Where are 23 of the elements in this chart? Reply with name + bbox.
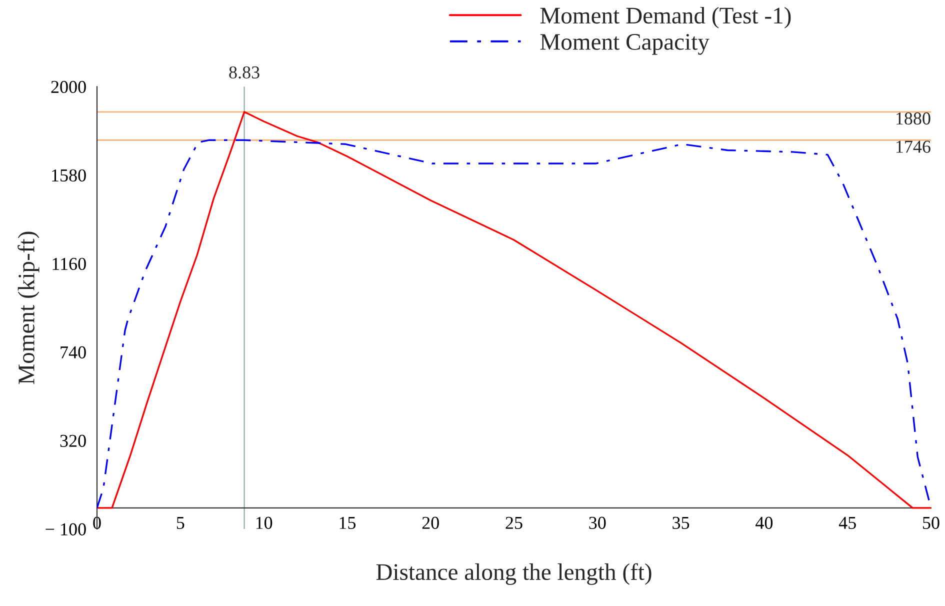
x-tick-label: 5 (176, 516, 184, 529)
x-tick-label: 40 (756, 516, 773, 529)
y-tick-label: 320 (60, 434, 86, 447)
ref-line-label: 1880 (896, 112, 930, 125)
x-axis-title: Distance along the length (ft) (376, 563, 652, 585)
y-tick-label: 1160 (52, 258, 86, 270)
y-tick-label: 740 (60, 346, 86, 358)
x-tick-label: 35 (672, 516, 690, 529)
x-tick-label: 45 (838, 516, 856, 529)
legend-label: Moment Capacity (540, 34, 710, 55)
y-tick-label: 1580 (52, 169, 86, 182)
ref-line-label: 1746 (896, 140, 930, 153)
y-axis-title: Moment (kip-ft) (18, 232, 40, 384)
legend-label: Moment Demand (Test -1) (540, 7, 791, 28)
x-tick-label: 20 (422, 516, 439, 529)
y-tick-label: 2000 (51, 80, 86, 94)
ref-line-label: 8.83 (229, 66, 260, 79)
x-tick-label: 15 (340, 516, 356, 529)
y-tick-label: − 100 (46, 523, 86, 536)
x-tick-label: 10 (256, 516, 272, 529)
x-tick-label: 30 (589, 516, 606, 529)
x-tick-label: 50 (923, 516, 940, 529)
x-tick-label: 25 (506, 516, 522, 529)
